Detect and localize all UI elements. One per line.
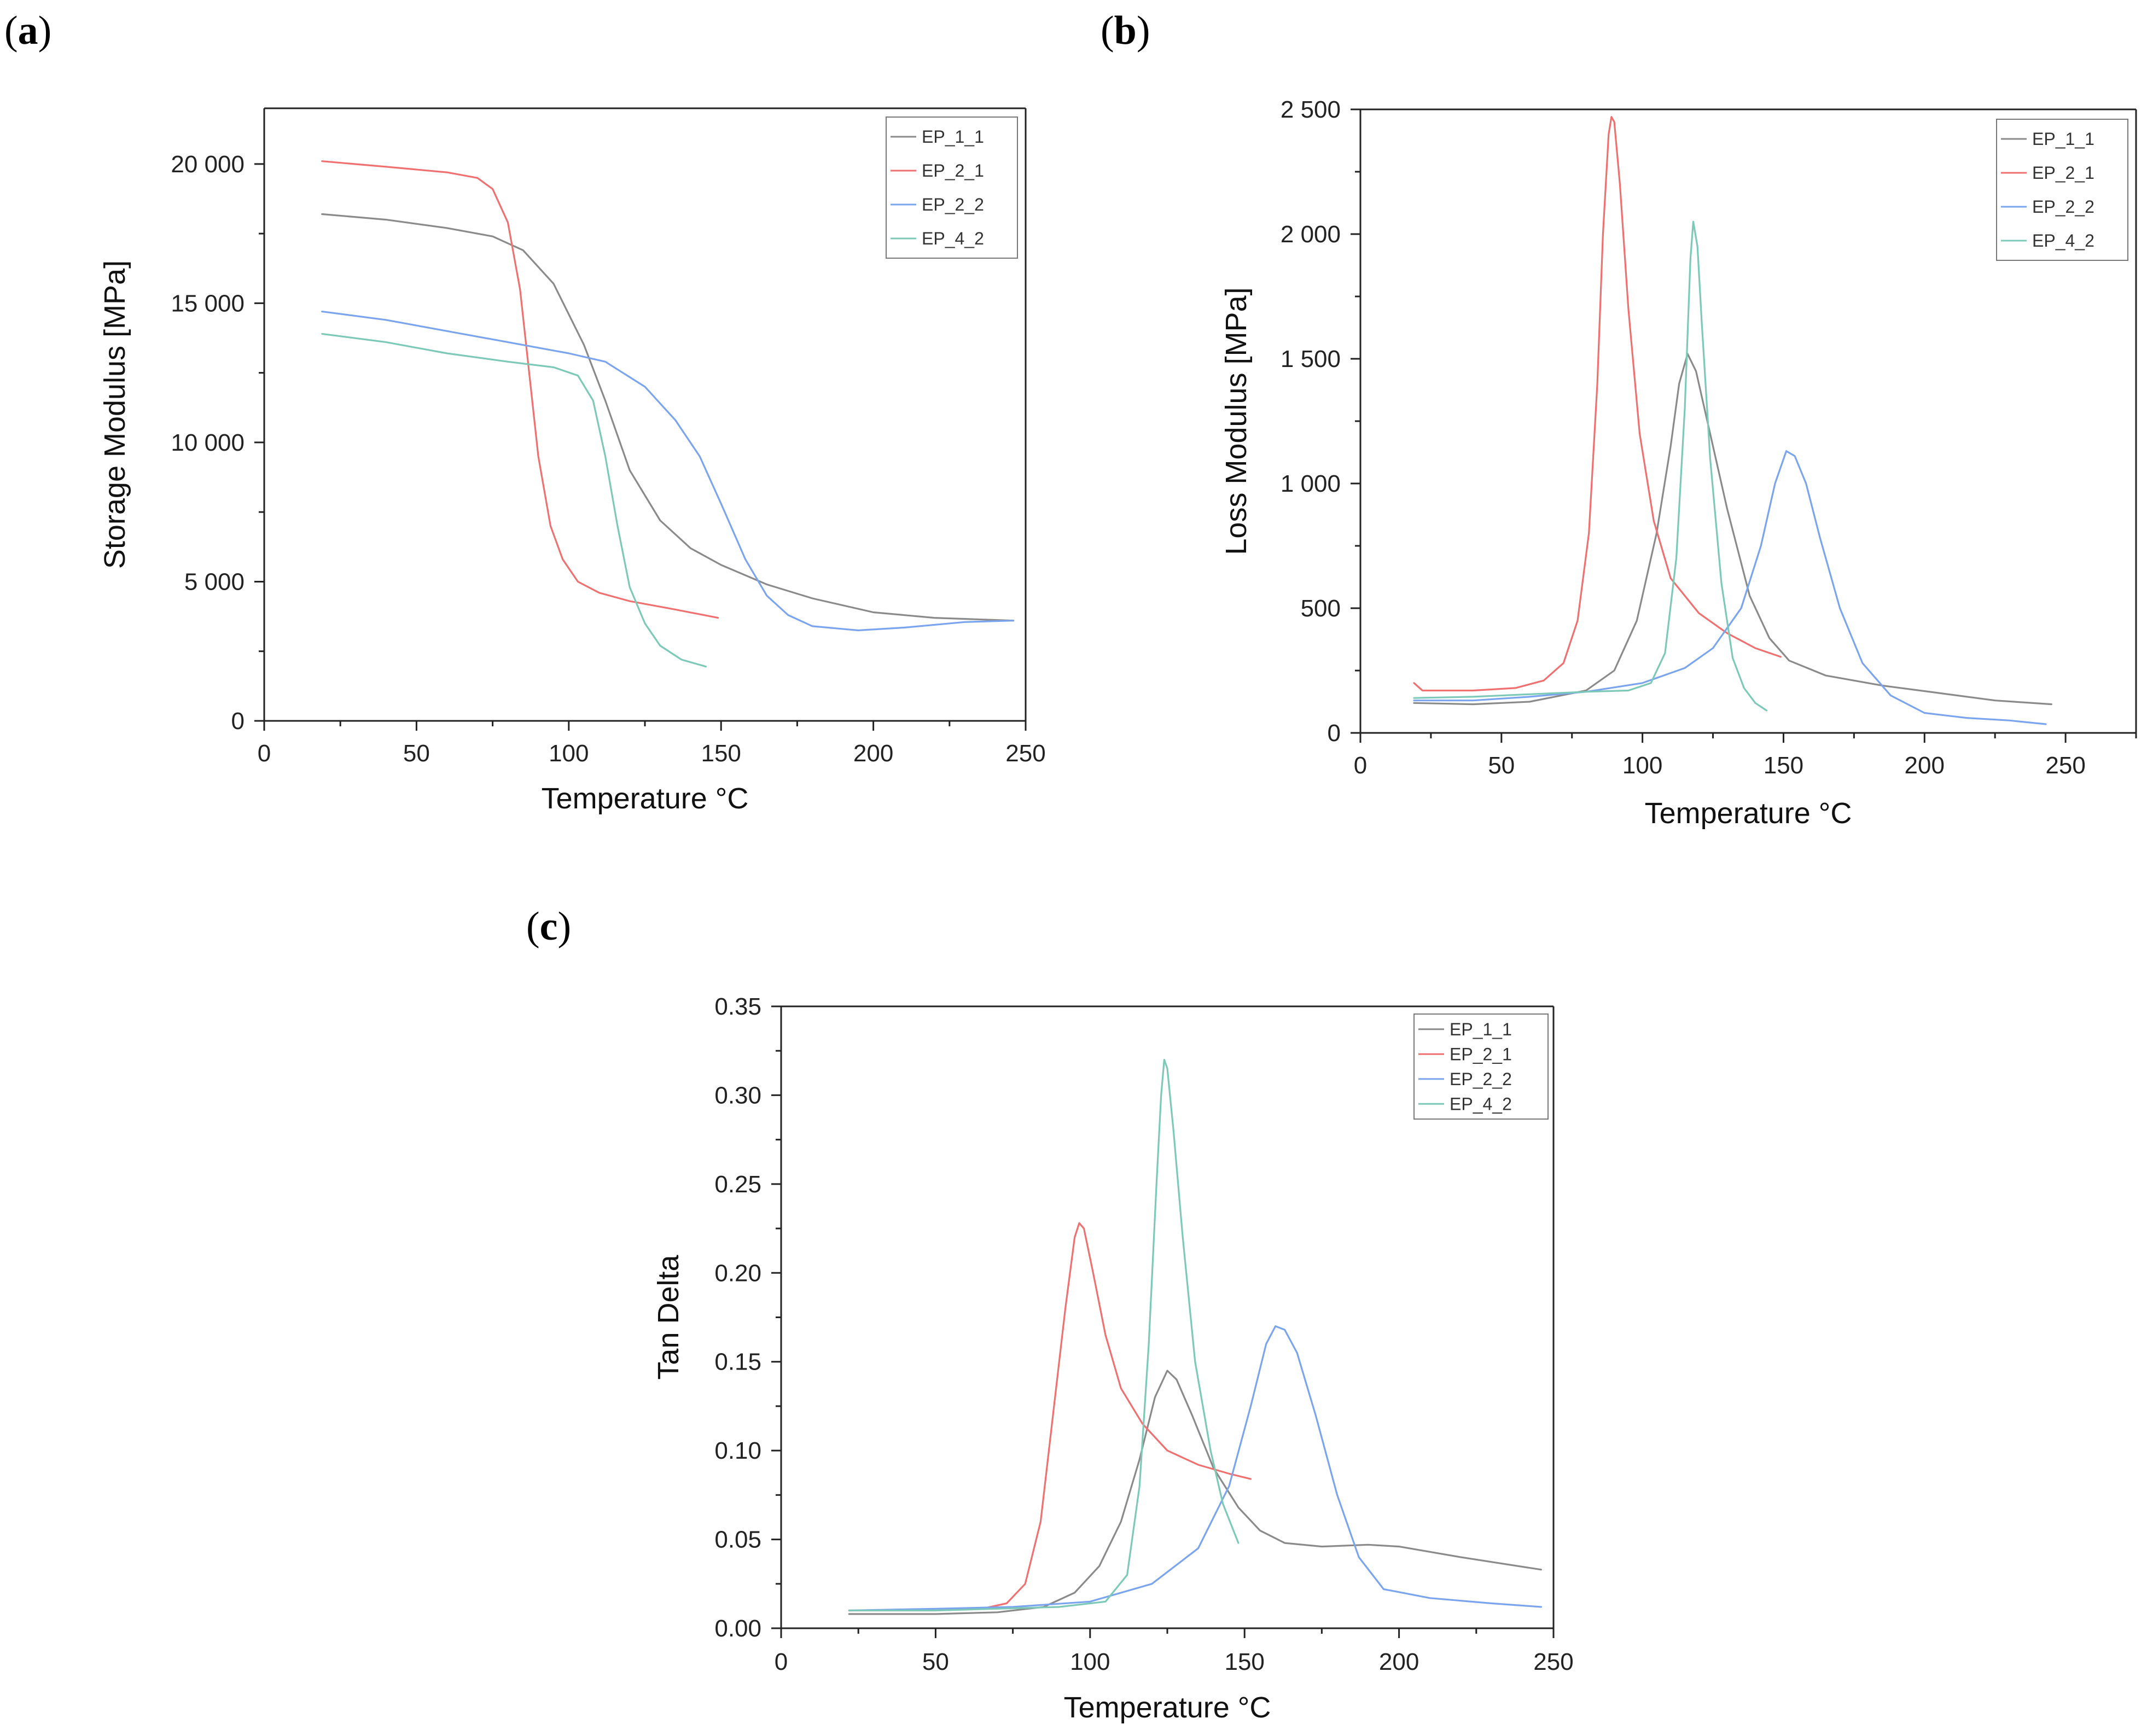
x-tick-label: 150 [701, 740, 741, 767]
legend-label: EP_2_1 [922, 161, 984, 180]
chart-a-legend: EP_1_1 EP_2_1 EP_2_2 EP_4_2 [886, 116, 1018, 259]
chart-a-axes: 0 50 100 150 200 250 0 5 000 10 000 15 000 20 000 T… [98, 107, 1046, 815]
y-tick-label: 0.35 [714, 993, 761, 1020]
legend-label: EP_2_1 [1450, 1044, 1512, 1064]
chart-a-storage-modulus: 0 50 100 150 200 250 0 5 000 10 000 15 000 20 000 T… [98, 107, 1046, 815]
y-tick-label: 0.30 [714, 1082, 761, 1109]
y-tick-label: 0.20 [714, 1260, 761, 1286]
x-tick-label: 200 [853, 740, 893, 767]
x-tick-label: 250 [1005, 740, 1045, 767]
x-tick-label: 50 [403, 740, 430, 767]
x-axis-title: Temperature °C [1064, 1691, 1271, 1724]
chart-b-series [1413, 116, 2052, 725]
y-tick-label: 5 000 [184, 568, 245, 595]
chart-c-series [848, 1058, 1542, 1615]
series-line-ep-1-1 [848, 1370, 1542, 1615]
series-line-ep-1-1 [1413, 353, 2052, 706]
y-tick-label: 0.05 [714, 1527, 761, 1553]
panel-label-c: (c) [526, 904, 571, 949]
x-axis-title: Temperature °C [1645, 797, 1852, 830]
series-line-ep-1-1 [321, 213, 1015, 622]
y-axis-title: Storage Modulus [MPa] [98, 260, 131, 569]
legend-box [1413, 1013, 1549, 1120]
series-line-ep-2-2 [321, 311, 1015, 632]
chart-b-loss-modulus: 0 50 100 150 200 250 0 500 1 000 1 500 2 000 2 500 T… [1220, 96, 2137, 830]
legend-label: EP_2_2 [922, 195, 984, 214]
y-tick-label: 1 000 [1281, 470, 1341, 497]
x-tick-label: 100 [549, 740, 589, 767]
legend-label: EP_4_2 [922, 229, 984, 248]
legend-box [886, 116, 1018, 259]
chart-b-axes: 0 50 100 150 200 250 0 500 1 000 1 500 2 000 2 500 T… [1220, 96, 2137, 830]
series-line-ep-4-2 [321, 333, 707, 668]
series-line-ep-4-2 [1413, 220, 1768, 712]
y-axis-title: Loss Modulus [MPa] [1220, 287, 1253, 555]
y-tick-label: 1 500 [1281, 346, 1341, 372]
series-line-ep-2-1 [1413, 116, 1782, 692]
y-tick-label: 2 500 [1281, 96, 1341, 123]
legend-label: EP_4_2 [1450, 1094, 1512, 1114]
x-tick-label: 50 [1488, 752, 1515, 779]
series-line-ep-2-2 [848, 1325, 1542, 1612]
panel-label-a: (a) [4, 8, 51, 53]
chart-a-series [321, 160, 1015, 668]
x-tick-label: 150 [1224, 1648, 1264, 1675]
x-tick-label: 100 [1070, 1648, 1110, 1675]
y-tick-label: 0 [231, 708, 245, 735]
y-tick-label: 20 000 [171, 151, 245, 178]
legend-box [1996, 119, 2128, 261]
legend-label: EP_2_2 [2032, 197, 2094, 217]
series-line-ep-4-2 [848, 1058, 1240, 1612]
series-line-ep-2-1 [848, 1222, 1252, 1612]
chart-c-legend: EP_1_1 EP_2_1 EP_2_2 EP_4_2 [1413, 1013, 1549, 1120]
series-line-ep-2-2 [1413, 450, 2047, 725]
x-tick-label: 100 [1622, 752, 1662, 779]
series-line-ep-2-1 [321, 160, 719, 619]
x-axis-title: Temperature °C [542, 782, 749, 815]
legend-label: EP_2_2 [1450, 1069, 1512, 1089]
x-tick-label: 150 [1764, 752, 1803, 779]
x-tick-label: 0 [775, 1648, 788, 1675]
y-tick-label: 0.10 [714, 1437, 761, 1464]
y-tick-label: 500 [1301, 595, 1341, 622]
x-tick-label: 50 [922, 1648, 949, 1675]
x-tick-label: 200 [1379, 1648, 1419, 1675]
chart-c-tan-delta: 0 50 100 150 200 250 0.00 0.05 0.10 0.15 0.20 0.25 0… [652, 993, 1574, 1724]
y-tick-label: 10 000 [171, 429, 245, 456]
x-tick-label: 200 [1905, 752, 1945, 779]
legend-label: EP_2_1 [2032, 163, 2094, 183]
x-tick-label: 0 [1354, 752, 1367, 779]
legend-label: EP_1_1 [922, 127, 984, 147]
legend-label: EP_1_1 [1450, 1020, 1512, 1039]
panel-label-b: (b) [1101, 8, 1150, 53]
y-tick-label: 0.25 [714, 1171, 761, 1198]
y-tick-label: 0.15 [714, 1349, 761, 1376]
x-tick-label: 250 [1533, 1648, 1573, 1675]
legend-label: EP_4_2 [2032, 231, 2094, 251]
y-tick-label: 0 [1328, 720, 1341, 747]
chart-c-axes: 0 50 100 150 200 250 0.00 0.05 0.10 0.15 0.20 0.25 0… [652, 993, 1574, 1724]
x-tick-label: 250 [2045, 752, 2085, 779]
y-tick-label: 0.00 [714, 1615, 761, 1642]
y-axis-title: Tan Delta [652, 1254, 685, 1379]
y-tick-label: 2 000 [1281, 221, 1341, 248]
y-tick-label: 15 000 [171, 290, 245, 317]
chart-b-legend: EP_1_1 EP_2_1 EP_2_2 EP_4_2 [1996, 119, 2128, 261]
legend-label: EP_1_1 [2032, 129, 2094, 149]
x-tick-label: 0 [258, 740, 271, 767]
